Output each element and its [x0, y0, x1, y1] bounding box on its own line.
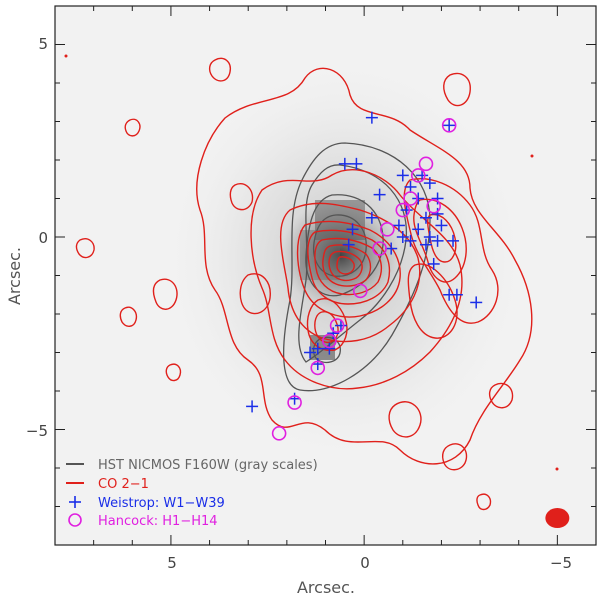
weistrop-point: [323, 342, 336, 355]
y-tick-label-neg5: −5: [26, 422, 48, 440]
co-contours: [75, 57, 533, 511]
axis-ticks: [54, 5, 597, 546]
weistrop-point: [373, 188, 386, 201]
legend-label-hancock: Hancock: H1−H14: [98, 514, 218, 529]
weistrop-point: [450, 288, 463, 301]
weistrop-point: [443, 119, 456, 132]
hancock-point: [403, 191, 418, 206]
legend: HST NICMOS F160W (gray scales) CO 2−1 We…: [66, 458, 318, 529]
x-axis-title: Arcsec.: [297, 578, 355, 597]
weistrop-point: [246, 400, 259, 413]
hancock-point: [352, 283, 368, 299]
hancock-point: [441, 118, 457, 133]
hancock-point: [395, 202, 411, 218]
y-tick-label-0: 0: [38, 229, 48, 247]
hancock-point: [287, 395, 302, 410]
weistrop-point: [338, 157, 351, 170]
weistrop-point: [427, 257, 440, 270]
hancock-point: [418, 156, 434, 172]
weistrop-point: [311, 342, 324, 355]
weistrop-markers: [246, 111, 483, 413]
legend-swatch-weistrop: [69, 496, 81, 508]
weistrop-point: [311, 358, 324, 371]
legend-label-hst: HST NICMOS F160W (gray scales): [98, 458, 318, 473]
weistrop-point: [431, 192, 444, 205]
weistrop-point: [365, 111, 378, 124]
hancock-point: [380, 222, 395, 237]
x-tick-label-5: 5: [167, 554, 177, 572]
hancock-markers: [271, 118, 457, 441]
weistrop-point: [396, 231, 409, 243]
hancock-point: [322, 333, 337, 349]
hancock-point: [372, 241, 387, 256]
co-beam-ellipse: [545, 508, 570, 529]
weistrop-point: [404, 180, 417, 193]
weistrop-point: [447, 234, 460, 247]
weistrop-point: [419, 211, 432, 224]
hancock-point: [329, 318, 345, 333]
weistrop-point: [334, 319, 347, 332]
y-axis-title: Arcsec.: [5, 247, 24, 305]
hancock-point: [410, 168, 426, 183]
co-small-marks: [64, 54, 559, 471]
hst-grayscale-image: [165, 60, 525, 460]
weistrop-point: [470, 296, 483, 309]
weistrop-point: [431, 207, 444, 220]
legend-swatch-hancock: [68, 513, 82, 527]
weistrop-point: [346, 223, 359, 236]
weistrop-point: [400, 204, 413, 217]
weistrop-point: [435, 219, 448, 232]
weistrop-point: [412, 192, 425, 205]
weistrop-point: [392, 219, 405, 232]
x-tick-label-0: 0: [360, 554, 370, 572]
hancock-point: [271, 426, 287, 441]
weistrop-point: [350, 157, 363, 170]
weistrop-point: [385, 242, 398, 255]
weistrop-point: [423, 177, 436, 190]
weistrop-point: [423, 231, 436, 243]
weistrop-point: [416, 169, 429, 182]
weistrop-point: [342, 238, 355, 251]
weistrop-point: [396, 169, 409, 182]
x-tick-label-neg5: −5: [550, 554, 572, 572]
weistrop-point: [404, 234, 417, 247]
hancock-point: [310, 360, 326, 376]
weistrop-point: [304, 346, 317, 359]
weistrop-point: [365, 211, 378, 224]
legend-label-co: CO 2−1: [98, 477, 149, 492]
weistrop-point: [288, 392, 301, 405]
y-tick-label-5: 5: [38, 35, 48, 53]
weistrop-point: [431, 234, 444, 247]
hancock-point: [426, 198, 442, 214]
weistrop-point: [327, 327, 340, 340]
legend-label-weistrop: Weistrop: W1−W39: [98, 496, 225, 511]
weistrop-point: [419, 238, 432, 251]
weistrop-point: [412, 223, 425, 236]
